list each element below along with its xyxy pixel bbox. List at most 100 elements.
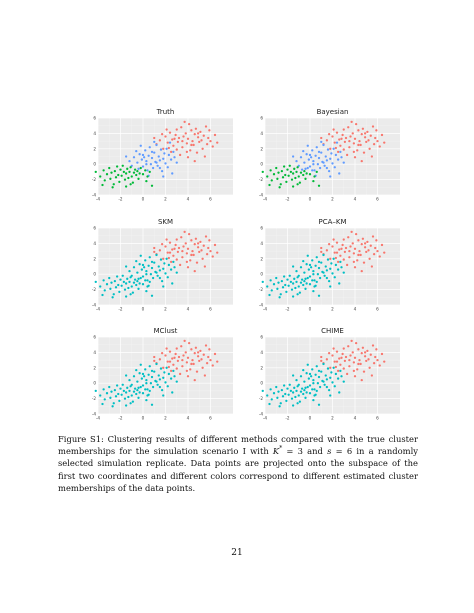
scatter-point — [335, 251, 339, 254]
scatter-point — [164, 272, 167, 275]
scatter-point — [145, 163, 148, 166]
scatter-point — [105, 173, 109, 176]
scatter-point — [288, 164, 291, 167]
scatter-point — [357, 129, 360, 132]
scatter-point — [190, 253, 193, 257]
scatter-point — [145, 382, 148, 385]
scatter-point — [307, 377, 311, 380]
scatter-point — [291, 391, 295, 394]
scatter-point — [138, 391, 141, 394]
scatter-point — [312, 159, 315, 163]
scatter-point — [109, 396, 112, 399]
scatter-point — [150, 294, 154, 297]
scatter-point — [202, 134, 205, 137]
x-tick-label: 4 — [187, 307, 190, 312]
scatter-point — [147, 264, 150, 267]
scatter-point — [299, 171, 303, 174]
scatter-point — [128, 170, 131, 174]
scatter-point — [146, 285, 149, 288]
scatter-point — [203, 374, 207, 377]
scatter-point — [312, 382, 315, 385]
scatter-point — [306, 166, 309, 170]
scatter-point — [144, 149, 147, 152]
scatter-point — [155, 253, 158, 257]
x-tick-label: -2 — [285, 416, 290, 421]
scatter-point — [296, 166, 299, 169]
scatter-point — [180, 345, 183, 348]
scatter-point — [146, 279, 149, 282]
scatter-point — [329, 157, 332, 160]
scatter-point — [150, 184, 154, 187]
scatter-point — [340, 356, 343, 359]
scatter-point — [185, 150, 189, 154]
scatter-point — [181, 249, 184, 253]
scatter-point — [202, 353, 205, 356]
scatter-point — [308, 275, 312, 278]
scatter-point — [315, 170, 318, 174]
scatter-point — [336, 377, 340, 380]
scatter-point — [342, 380, 345, 383]
scatter-point — [327, 352, 331, 355]
y-tick-label: 6 — [260, 226, 263, 231]
scatter-point — [354, 123, 358, 126]
scatter-point — [110, 171, 113, 174]
scatter-point — [117, 283, 120, 287]
scatter-point — [168, 360, 172, 363]
scatter-point — [356, 259, 359, 262]
scatter-point — [163, 262, 166, 265]
scatter-point — [344, 355, 348, 359]
scatter-point — [150, 266, 154, 270]
scatter-point — [330, 152, 333, 155]
x-tick-label: -4 — [263, 416, 268, 421]
scatter-point — [201, 147, 204, 150]
scatter-point — [139, 363, 142, 366]
scatter-point — [149, 163, 153, 166]
scatter-point — [196, 242, 200, 245]
scatter-point — [144, 279, 147, 282]
scatter-point — [132, 281, 136, 284]
scatter-point — [99, 175, 102, 178]
scatter-point — [363, 246, 367, 249]
scatter-point — [167, 256, 171, 260]
scatter-point — [339, 150, 342, 154]
scatter-point — [341, 133, 344, 137]
scatter-point — [145, 378, 148, 382]
scatter-point — [325, 378, 329, 381]
scatter-point — [303, 169, 306, 173]
scatter-point — [122, 389, 126, 393]
scatter-point — [126, 167, 129, 170]
scatter-point — [340, 156, 343, 159]
y-tick-label: 6 — [260, 116, 263, 121]
scatter-point — [296, 276, 299, 279]
scatter-point — [305, 372, 308, 375]
scatter-point — [347, 126, 350, 129]
scatter-point — [324, 155, 327, 158]
scatter-point — [166, 251, 169, 254]
scatter-point — [186, 137, 190, 140]
scatter-point — [158, 249, 162, 252]
scatter-point — [266, 175, 269, 178]
scatter-point — [185, 142, 189, 145]
scatter-panel: -4 -2 0 2 4 6 -4 -2 0 2 4 6 SKM — [92, 218, 233, 312]
scatter-point — [174, 352, 177, 356]
scatter-point — [344, 136, 348, 140]
scatter-point — [340, 247, 343, 250]
scatter-point — [159, 258, 163, 261]
scatter-point — [169, 158, 173, 161]
scatter-point — [138, 172, 141, 175]
scatter-point — [186, 356, 190, 359]
scatter-point — [372, 143, 376, 146]
scatter-point — [280, 388, 284, 392]
scatter-point — [312, 163, 315, 166]
scatter-point — [121, 383, 124, 386]
y-tick-label: 0 — [260, 162, 263, 167]
scatter-point — [196, 246, 200, 249]
scatter-point — [320, 151, 323, 154]
scatter-point — [291, 295, 295, 298]
scatter-point — [129, 276, 132, 279]
scatter-point — [166, 141, 169, 144]
scatter-point — [306, 144, 309, 147]
scatter-point — [290, 397, 294, 400]
scatter-point — [128, 389, 131, 393]
scatter-point — [336, 268, 340, 271]
